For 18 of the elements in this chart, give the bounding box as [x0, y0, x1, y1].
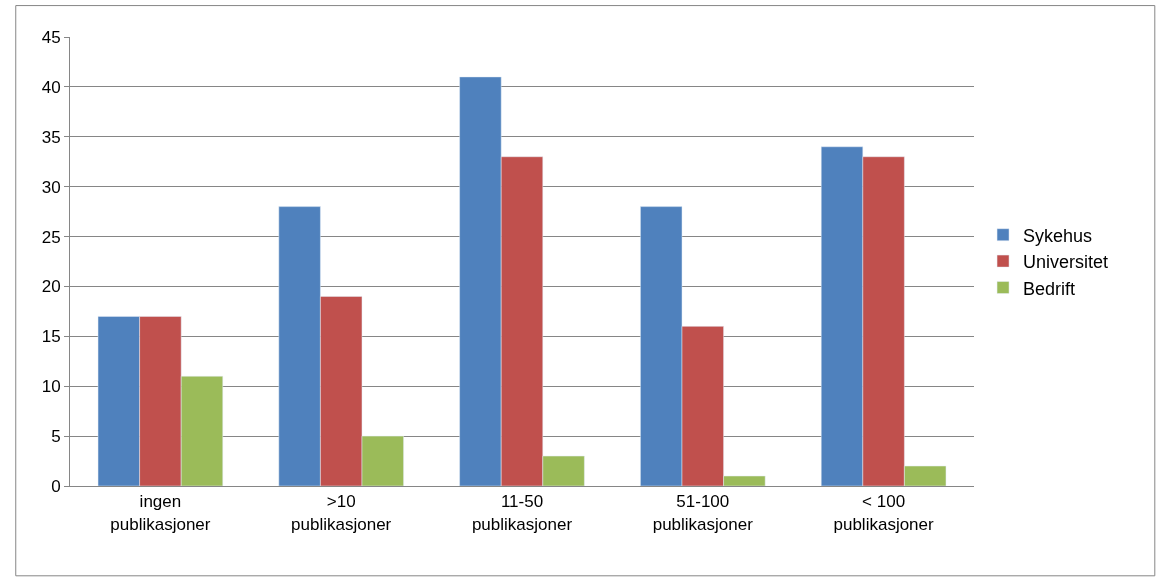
x-tick-label: 51-100 publikasjoner — [652, 492, 754, 534]
y-tick-label: 40 — [41, 77, 61, 97]
y-tick-label: 35 — [41, 127, 61, 147]
x-tick-label: < 100 publikasjoner — [833, 492, 935, 534]
y-tick-label: 15 — [41, 327, 61, 347]
y-tick-label: 25 — [41, 227, 61, 247]
y-tick-label: 30 — [41, 177, 61, 197]
y-tick-label: 5 — [51, 427, 61, 447]
x-tick-label: 11-50 publikasjoner — [471, 492, 573, 534]
legend-label: Universitet — [1023, 252, 1109, 273]
y-tick-label: 0 — [51, 476, 61, 496]
x-tick-label: ingen publikasjoner — [110, 492, 211, 534]
legend-label: Sykehus — [1023, 225, 1093, 246]
y-tick-label: 20 — [41, 277, 61, 297]
y-tick-label: 10 — [41, 377, 61, 397]
legend-label: Bedrift — [1023, 278, 1076, 299]
x-tick-label: >10 publikasjoner — [291, 492, 392, 534]
y-tick-label: 45 — [41, 27, 61, 47]
